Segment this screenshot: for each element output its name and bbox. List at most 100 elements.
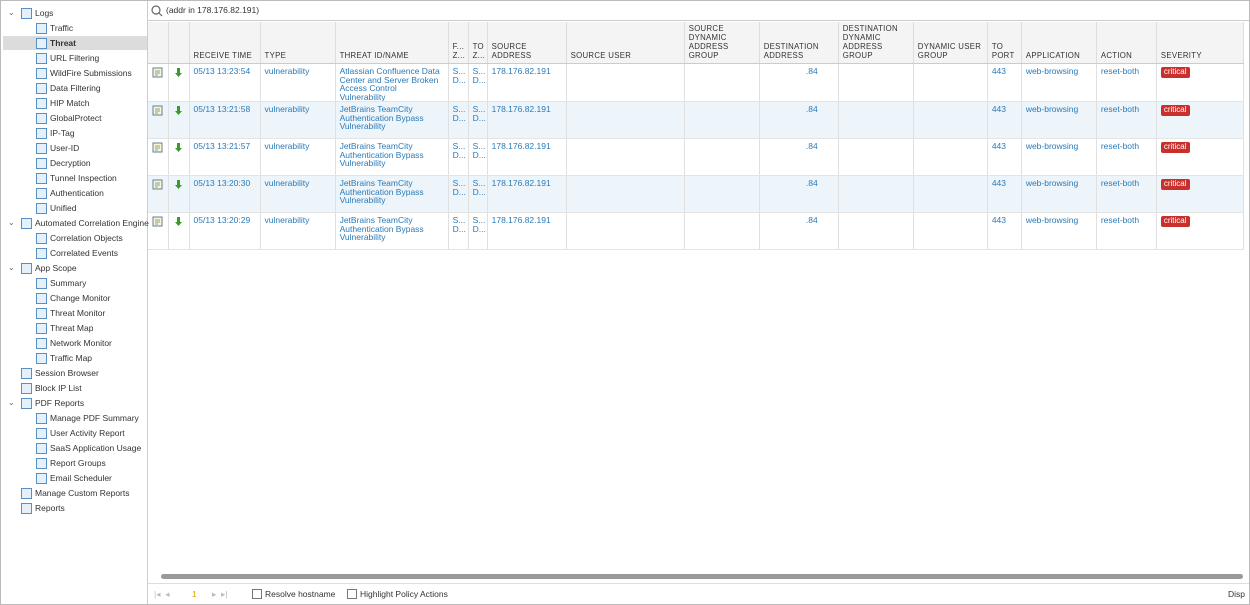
expand-arrow[interactable]: ⌄ <box>8 218 15 227</box>
download-cell[interactable] <box>168 101 190 139</box>
nav-label[interactable]: Summary <box>50 278 87 288</box>
cell-text[interactable]: 05/13 13:21:58 <box>193 104 251 114</box>
nav-label[interactable]: Session Browser <box>35 368 99 378</box>
nav-item[interactable]: Threat Map <box>1 321 147 335</box>
nav-item[interactable]: IP-Tag <box>1 126 147 140</box>
expand-arrow[interactable]: ⌄ <box>8 263 15 272</box>
column-header[interactable]: ACTION <box>1096 22 1157 64</box>
detail-icon[interactable] <box>152 216 164 228</box>
nav-item[interactable]: Threat Monitor <box>1 306 147 320</box>
nav-item[interactable]: Correlation Objects <box>1 231 147 245</box>
download-cell[interactable] <box>168 63 190 102</box>
page-number[interactable]: 1 <box>192 589 197 599</box>
cell-text[interactable]: S... D... <box>472 215 486 234</box>
nav-label[interactable]: Authentication <box>50 188 104 198</box>
nav-label[interactable]: Block IP List <box>35 383 82 393</box>
column-header[interactable]: DESTINATION DYNAMIC ADDRESS GROUP <box>838 22 914 64</box>
nav-label[interactable]: App Scope <box>35 263 77 273</box>
nav-item[interactable]: Traffic Map <box>1 351 147 365</box>
search-query[interactable]: (addr in 178.176.82.191) <box>166 5 260 15</box>
cell-text[interactable]: web-browsing <box>1025 141 1079 151</box>
nav-label[interactable]: User Activity Report <box>50 428 125 438</box>
cell-text[interactable]: S... D... <box>472 66 486 85</box>
cell-text[interactable]: .84 <box>805 104 818 114</box>
nav-label[interactable]: Report Groups <box>50 458 106 468</box>
cell-text[interactable]: S... D... <box>472 141 486 160</box>
nav-item[interactable]: Summary <box>1 276 147 290</box>
nav-label[interactable]: Manage PDF Summary <box>50 413 139 423</box>
nav-label[interactable]: Reports <box>35 503 65 513</box>
detail-cell[interactable] <box>148 138 169 176</box>
cell-text[interactable]: 178.176.82.191 <box>491 66 551 76</box>
cell-text[interactable]: S... D... <box>452 141 466 160</box>
nav-item[interactable]: Manage PDF Summary <box>1 411 147 425</box>
nav-label[interactable]: Correlation Objects <box>50 233 123 243</box>
column-header[interactable]: THREAT ID/NAME <box>335 22 449 64</box>
checkbox[interactable] <box>252 589 262 599</box>
expand-arrow[interactable]: ⌄ <box>8 398 15 407</box>
nav-item[interactable]: Decryption <box>1 156 147 170</box>
nav-label[interactable]: HIP Match <box>50 98 90 108</box>
nav-item[interactable]: Manage Custom Reports <box>1 486 147 500</box>
download-cell[interactable] <box>168 212 190 250</box>
log-row[interactable]: 05/13 13:21:58 vulnerability JetBrains Tea… <box>148 101 1245 139</box>
nav-label[interactable]: Traffic <box>50 23 74 33</box>
cell-text[interactable]: JetBrains TeamCity Authentication Bypass… <box>339 141 424 168</box>
column-header[interactable]: SEVERITY <box>1156 22 1245 64</box>
cell-text[interactable]: .84 <box>805 141 818 151</box>
nav-item[interactable]: WildFire Submissions <box>1 66 147 80</box>
nav-item[interactable]: Block IP List <box>1 381 147 395</box>
cell-text[interactable]: JetBrains TeamCity Authentication Bypass… <box>339 104 424 131</box>
nav-item[interactable]: Authentication <box>1 186 147 200</box>
log-row[interactable]: 05/13 13:20:30 vulnerability JetBrains Tea… <box>148 175 1245 213</box>
column-header[interactable]: TO PORT <box>987 22 1022 64</box>
detail-cell[interactable] <box>148 175 169 213</box>
download-cell[interactable] <box>168 138 190 176</box>
cell-text[interactable]: reset-both <box>1100 104 1140 114</box>
detail-icon[interactable] <box>152 67 164 79</box>
nav-label[interactable]: User-ID <box>50 143 80 153</box>
detail-cell[interactable] <box>148 101 169 139</box>
nav-item[interactable]: Tunnel Inspection <box>1 171 147 185</box>
cell-text[interactable]: 05/13 13:20:30 <box>193 178 251 188</box>
nav-label[interactable]: Correlated Events <box>50 248 119 258</box>
nav-item[interactable]: Threat <box>3 36 147 50</box>
nav-item[interactable]: URL Filtering <box>1 51 147 65</box>
nav-item[interactable]: Report Groups <box>1 456 147 470</box>
nav-label[interactable]: Change Monitor <box>50 293 111 303</box>
nav-item[interactable]: ⌄ Automated Correlation Engine <box>1 216 149 230</box>
nav-label[interactable]: Data Filtering <box>50 83 101 93</box>
column-header[interactable]: APPLICATION <box>1021 22 1097 64</box>
cell-text[interactable]: reset-both <box>1100 141 1140 151</box>
cell-text[interactable]: 05/13 13:20:29 <box>193 215 251 225</box>
column-header[interactable]: DESTINATION ADDRESS <box>759 22 839 64</box>
cell-text[interactable]: 178.176.82.191 <box>491 141 551 151</box>
column-header[interactable]: SOURCE USER <box>566 22 685 64</box>
nav-item[interactable]: HIP Match <box>1 96 147 110</box>
search-bar[interactable]: (addr in 178.176.82.191) <box>148 1 1249 21</box>
log-row[interactable]: 05/13 13:21:57 vulnerability JetBrains Tea… <box>148 138 1245 176</box>
cell-text[interactable]: reset-both <box>1100 178 1140 188</box>
nav-label[interactable]: Threat Map <box>50 323 94 333</box>
cell-text[interactable]: S... D... <box>452 178 466 197</box>
nav-label[interactable]: Decryption <box>50 158 91 168</box>
nav-label[interactable]: PDF Reports <box>35 398 85 408</box>
download-icon[interactable] <box>173 67 185 79</box>
nav-item[interactable]: User-ID <box>1 141 147 155</box>
cell-text[interactable]: 178.176.82.191 <box>491 104 551 114</box>
nav-item[interactable]: ⌄ PDF Reports <box>1 396 147 410</box>
download-icon[interactable] <box>173 105 185 117</box>
column-header[interactable]: RECEIVE TIME <box>189 22 261 64</box>
nav-item[interactable]: Data Filtering <box>1 81 147 95</box>
nav-label[interactable]: Threat <box>50 38 76 48</box>
log-row[interactable]: 05/13 13:23:54 vulnerability Atlassian Con… <box>148 63 1245 102</box>
detail-icon[interactable] <box>152 179 164 191</box>
cell-text[interactable]: web-browsing <box>1025 178 1079 188</box>
nav-label[interactable]: Threat Monitor <box>50 308 106 318</box>
nav-label[interactable]: Manage Custom Reports <box>35 488 130 498</box>
nav-item[interactable]: Email Scheduler <box>1 471 147 485</box>
download-icon[interactable] <box>173 142 185 154</box>
column-header[interactable]: TYPE <box>260 22 336 64</box>
detail-icon[interactable] <box>152 142 164 154</box>
nav-label[interactable]: GlobalProtect <box>50 113 102 123</box>
